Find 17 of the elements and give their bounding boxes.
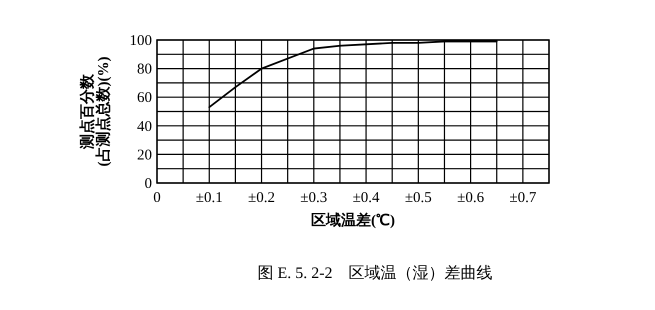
ytick: 100 [130,33,152,49]
ytick: 20 [137,147,152,164]
xtick: ±0.7 [509,190,536,206]
annotation: 图 E. 5. 2-2 区域温（湿）差曲线 [257,265,493,282]
ytick: 40 [137,118,152,135]
ylabel: 测点百分数 (占测点总数)(%) [80,56,112,166]
xtick: ±0.3 [300,190,328,206]
xtick: ±0.1 [196,190,223,206]
xtick: 0 [153,190,161,206]
ytick: 0 [144,176,152,192]
ytick: 60 [137,90,152,106]
xtick: ±0.2 [248,190,276,206]
xlabel: 区域温差(℃) [311,213,395,229]
xtick: ±0.6 [457,190,484,206]
xtick: ±0.4 [352,190,380,206]
ytick: 80 [137,62,152,78]
xtick: ±0.5 [404,190,432,206]
